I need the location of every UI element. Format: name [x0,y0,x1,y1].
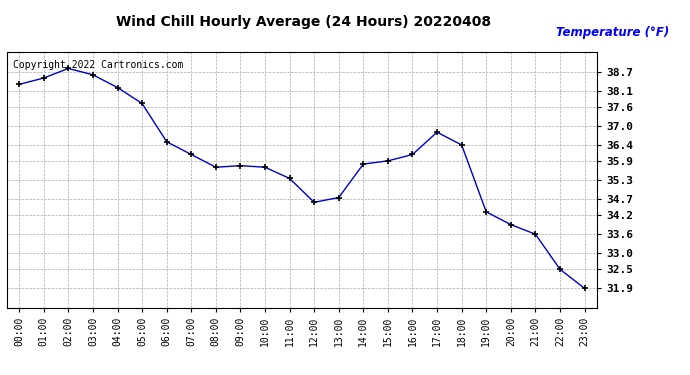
Text: Temperature (°F): Temperature (°F) [556,26,669,39]
Text: Copyright 2022 Cartronics.com: Copyright 2022 Cartronics.com [13,60,183,70]
Text: Wind Chill Hourly Average (24 Hours) 20220408: Wind Chill Hourly Average (24 Hours) 202… [116,15,491,29]
